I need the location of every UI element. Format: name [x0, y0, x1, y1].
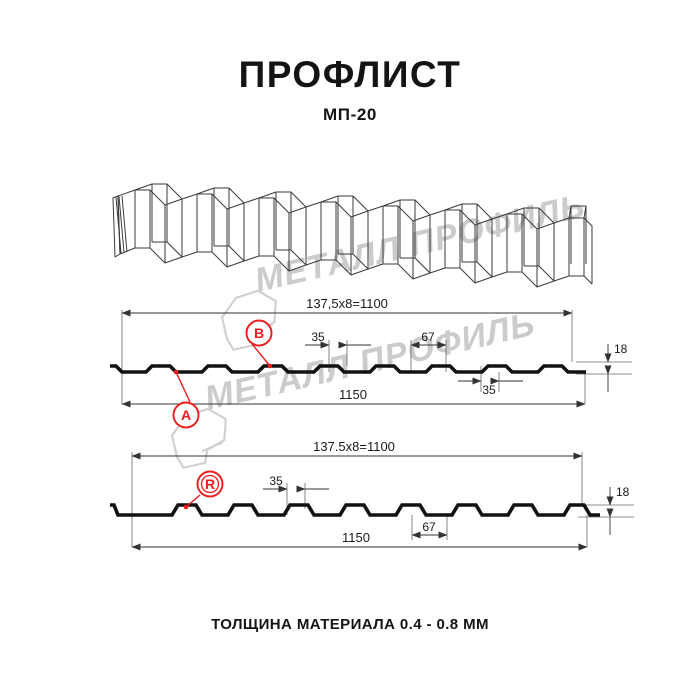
section1-dim-lower-rib-width: 35	[458, 377, 523, 397]
cross-section-1: 137,5x8=1100 1150 35 67 35 18	[110, 296, 632, 429]
section1-height-label: 18	[614, 342, 628, 356]
callout-label-r: R	[205, 476, 215, 492]
section2-height-label: 18	[616, 485, 630, 499]
section2-profile-path	[110, 503, 600, 517]
section1-dim-overall-top: 137,5x8=1100	[121, 296, 573, 317]
section2-overall-top-label: 137.5x8=1100	[313, 439, 395, 454]
section2-callout-r: R	[183, 470, 224, 510]
isometric-profile-sheet	[112, 183, 593, 288]
section1-dim-overall-bottom: 1150	[121, 387, 586, 408]
section2-dim-overall-top: 137.5x8=1100	[131, 439, 583, 460]
section1-overall-bottom-label: 1150	[339, 387, 367, 402]
callout-inner-circle-r	[200, 474, 220, 494]
section1-overall-top-label: 137,5x8=1100	[306, 296, 388, 311]
section2-dim-overall-bottom: 1150	[131, 530, 588, 551]
section1-lower-rib-width-label: 35	[482, 383, 496, 397]
section2-extension-lines	[131, 452, 634, 547]
section1-callout-b: B	[245, 319, 273, 369]
section1-callout-a: A	[172, 369, 200, 429]
section1-dim-valley-width: 67	[410, 330, 447, 349]
callout-circle-a	[172, 401, 200, 429]
section2-rib-width-label: 35	[269, 474, 283, 488]
section1-dim-rib-width: 35	[305, 330, 371, 349]
section1-rib-width-label: 35	[311, 330, 325, 344]
section2-valley-width-label: 67	[422, 520, 436, 534]
callout-label-a: A	[181, 407, 191, 423]
callout-label-b: B	[254, 325, 264, 341]
section2-dim-valley-width: 67	[411, 520, 448, 539]
section1-dim-height: 18	[604, 342, 628, 392]
material-thickness-note: ТОЛЩИНА МАТЕРИАЛА 0.4 - 0.8 ММ	[211, 616, 489, 633]
section2-dim-rib-width: 35	[263, 474, 329, 493]
section2-overall-bottom-label: 1150	[342, 530, 370, 545]
section2-dim-height: 18	[606, 485, 630, 535]
watermark-text-1: МЕТАЛЛ ПРОФИЛЬ	[251, 187, 589, 300]
callout-circle-b	[245, 319, 273, 347]
section1-valley-width-label: 67	[421, 330, 435, 344]
cross-section-2: 137.5x8=1100 1150 35 67 18	[110, 439, 634, 551]
